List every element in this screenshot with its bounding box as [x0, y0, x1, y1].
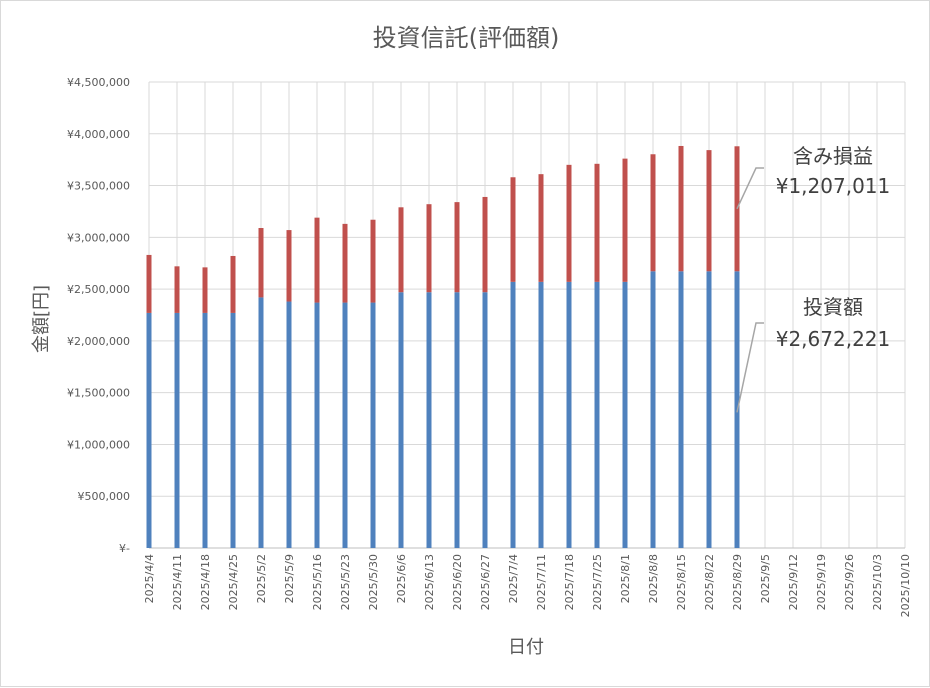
bar-investment: [286, 301, 292, 548]
x-tick-label: 2025/9/5: [759, 554, 772, 603]
x-tick-label: 2025/5/30: [367, 554, 380, 610]
bar-unrealized-gain: [398, 207, 404, 293]
bar-unrealized-gain: [258, 228, 264, 298]
bar-unrealized-gain: [482, 196, 488, 293]
annotation-leader-line: [736, 322, 764, 413]
x-tick-label: 2025/7/18: [563, 554, 576, 610]
x-tick-label: 2025/4/18: [199, 554, 212, 610]
bar-investment: [398, 292, 404, 548]
bar-unrealized-gain: [286, 230, 292, 302]
y-tick-label: ¥1,000,000: [67, 438, 130, 451]
y-tick-label: ¥-: [119, 542, 130, 555]
bar-investment: [622, 281, 628, 548]
y-tick-label: ¥4,000,000: [67, 128, 130, 141]
x-tick-label: 2025/6/20: [451, 554, 464, 610]
x-tick-label: 2025/8/8: [647, 554, 660, 603]
bar-investment: [146, 312, 152, 548]
bar-investment: [482, 292, 488, 548]
bar-unrealized-gain: [566, 164, 572, 282]
chart-title: 投資信託(評価額): [373, 24, 560, 52]
x-tick-label: 2025/8/1: [619, 554, 632, 603]
x-tick-label: 2025/10/3: [871, 554, 884, 610]
bar-unrealized-gain: [426, 204, 432, 293]
bar-unrealized-gain: [454, 202, 460, 293]
bar-unrealized-gain: [230, 255, 236, 313]
x-tick-label: 2025/8/22: [703, 554, 716, 610]
bar-unrealized-gain: [342, 223, 348, 303]
bar-investment: [342, 302, 348, 548]
x-axis-title: 日付: [508, 637, 544, 658]
x-tick-label: 2025/5/23: [339, 554, 352, 610]
bar-unrealized-gain: [146, 254, 152, 313]
x-tick-label: 2025/7/25: [591, 554, 604, 610]
bar-unrealized-gain: [202, 267, 208, 313]
bar-unrealized-gain: [174, 266, 180, 313]
x-tick-label: 2025/5/16: [311, 554, 324, 610]
x-tick-label: 2025/7/11: [535, 554, 548, 610]
y-tick-label: ¥2,500,000: [67, 283, 130, 296]
bar-investment: [566, 281, 572, 548]
y-tick-label: ¥3,000,000: [67, 231, 130, 244]
y-tick-label: ¥3,500,000: [67, 180, 130, 193]
bar-investment: [370, 302, 376, 548]
x-tick-label: 2025/4/4: [143, 554, 156, 603]
bar-investment: [538, 281, 544, 548]
bar-investment: [174, 312, 180, 548]
x-tick-label: 2025/9/19: [815, 554, 828, 610]
bar-unrealized-gain: [594, 163, 600, 282]
bar-investment: [454, 292, 460, 548]
bar-unrealized-gain: [370, 219, 376, 303]
annotation-value: ¥1,207,011: [776, 174, 891, 198]
y-tick-label: ¥500,000: [78, 490, 131, 503]
bar-unrealized-gain: [734, 146, 740, 272]
annotation-value: ¥2,672,221: [776, 327, 891, 351]
x-tick-label: 2025/5/2: [255, 554, 268, 603]
bar-unrealized-gain: [622, 158, 628, 282]
x-tick-label: 2025/4/11: [171, 554, 184, 610]
y-axis-ticks: ¥- ¥500,000 ¥1,000,000 ¥1,500,000 ¥2,000,000…: [67, 76, 130, 555]
bar-unrealized-gain: [678, 145, 684, 272]
x-tick-label: 2025/7/4: [507, 554, 520, 603]
annotation-name: 含み損益: [793, 144, 873, 168]
x-tick-label: 2025/8/29: [731, 554, 744, 610]
y-tick-label: ¥1,500,000: [67, 387, 130, 400]
bar-investment: [426, 292, 432, 548]
bar-investment: [258, 297, 264, 548]
x-tick-label: 2025/6/6: [395, 554, 408, 603]
y-axis-title: 金額[円]: [31, 285, 52, 353]
x-axis-ticks: 2025/4/4 2025/4/11 2025/4/18 2025/4/25 2025/…: [143, 554, 912, 617]
bar-investment: [594, 281, 600, 548]
y-tick-label: ¥2,000,000: [67, 335, 130, 348]
bar-investment: [510, 281, 516, 548]
annotations: 含み損益 ¥1,207,011 投資額 ¥2,672,221: [736, 144, 891, 413]
annotation-name: 投資額: [803, 295, 863, 319]
x-tick-label: 2025/9/12: [787, 554, 800, 610]
x-tick-label: 2025/9/26: [843, 554, 856, 610]
x-tick-label: 2025/5/9: [283, 554, 296, 603]
bar-investment: [706, 271, 712, 548]
bars: [146, 145, 740, 548]
bar-investment: [650, 271, 656, 548]
bar-investment: [314, 302, 320, 548]
bar-unrealized-gain: [538, 174, 544, 282]
x-tick-label: 2025/4/25: [227, 554, 240, 610]
bar-investment: [230, 312, 236, 548]
bar-unrealized-gain: [650, 154, 656, 272]
y-tick-label: ¥4,500,000: [67, 76, 130, 89]
bar-unrealized-gain: [314, 217, 320, 303]
x-tick-label: 2025/6/13: [423, 554, 436, 610]
x-tick-label: 2025/10/10: [899, 554, 912, 617]
x-tick-label: 2025/6/27: [479, 554, 492, 610]
x-tick-label: 2025/8/15: [675, 554, 688, 610]
annotation-leader-line: [736, 167, 764, 210]
bar-unrealized-gain: [706, 150, 712, 272]
bar-investment: [202, 312, 208, 548]
bar-unrealized-gain: [510, 177, 516, 282]
bar-investment: [678, 271, 684, 548]
